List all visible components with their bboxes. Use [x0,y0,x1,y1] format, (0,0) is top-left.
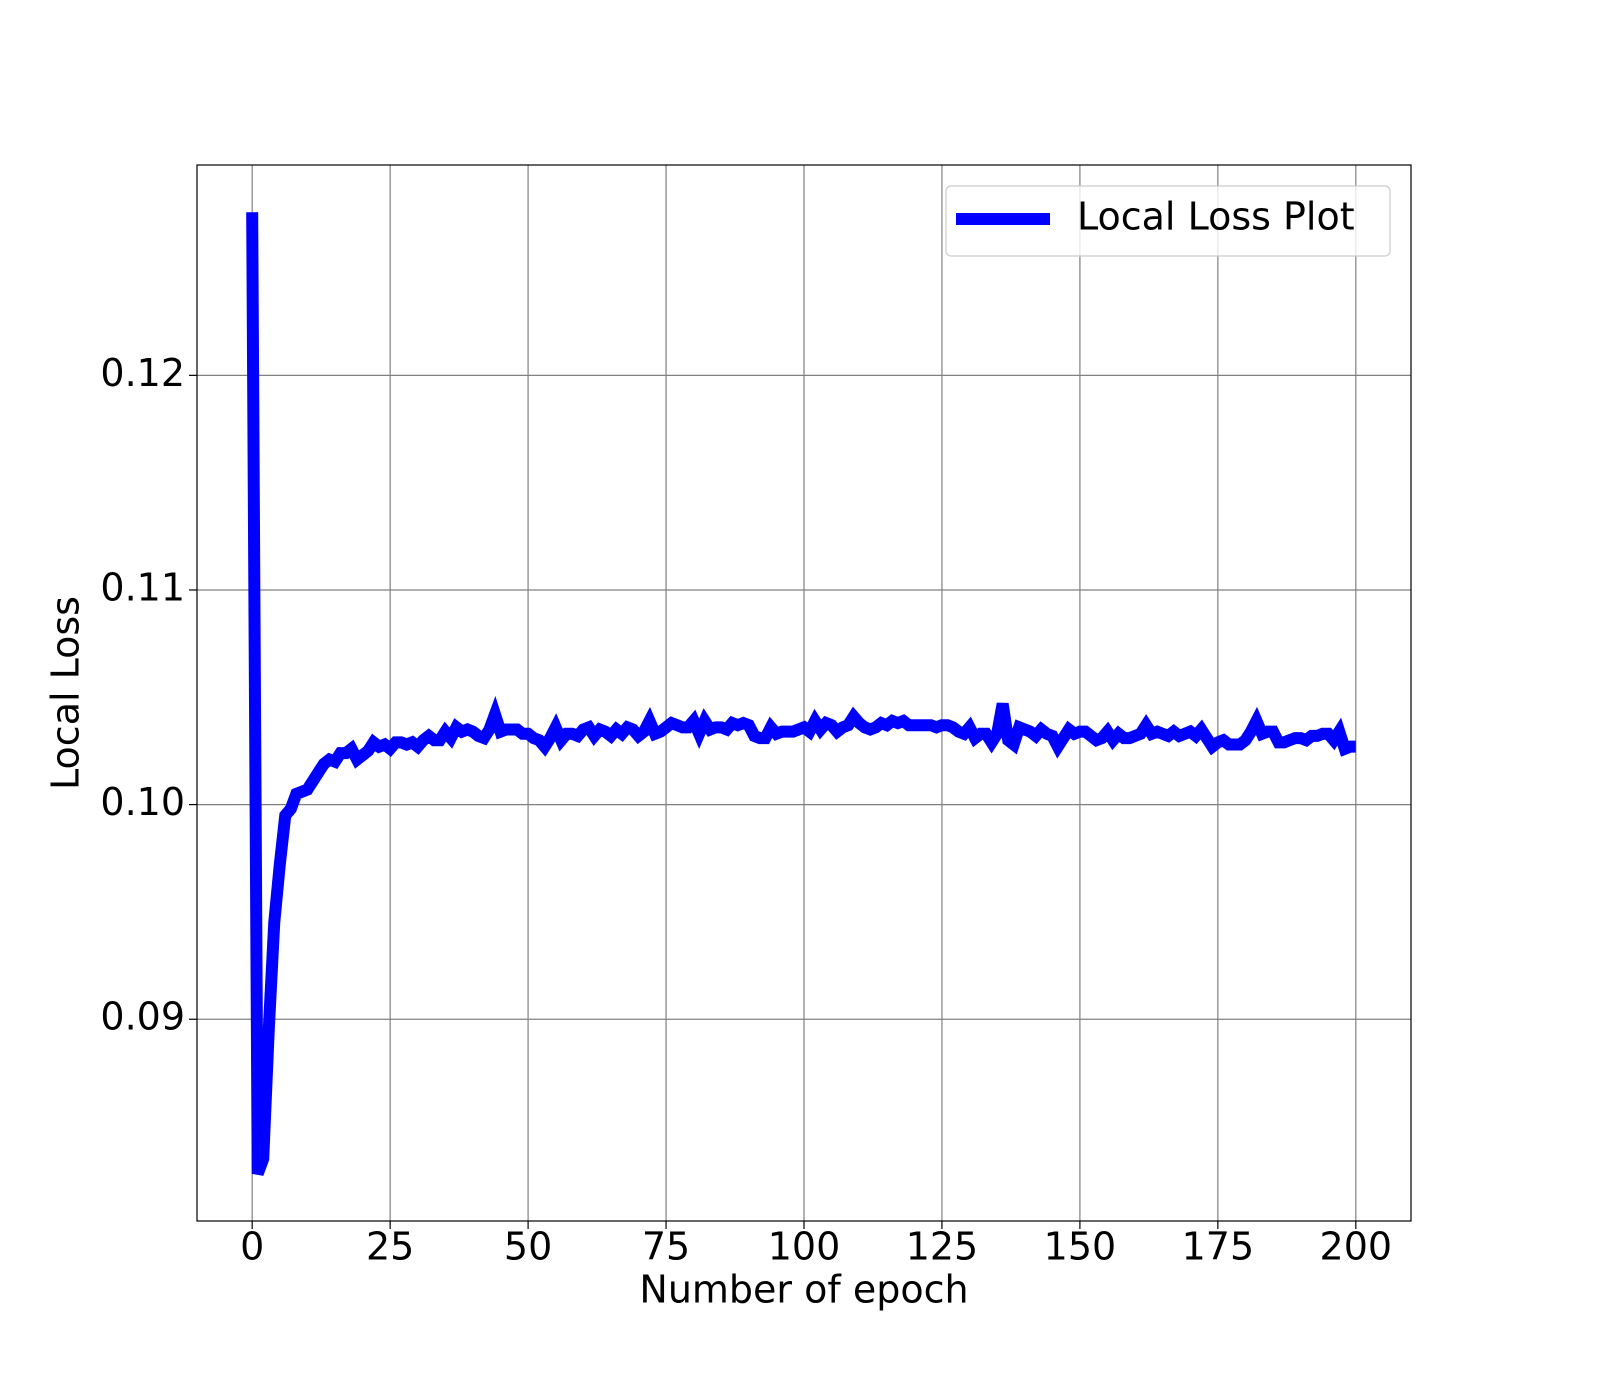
y-tick-label: 0.10 [100,780,185,824]
x-tick-label: 75 [642,1225,690,1269]
plot-frame [196,164,1412,1222]
legend: Local Loss Plot [945,185,1391,257]
x-axis-label: Number of epoch [639,1268,968,1312]
y-tick-label: 0.09 [100,995,185,1039]
x-tick-label: 150 [1044,1225,1117,1269]
x-tick-label: 175 [1182,1225,1255,1269]
legend-label: Local Loss Plot [1077,195,1355,239]
data-line [246,212,1356,1176]
x-tick-label: 125 [906,1225,979,1269]
x-tick-label: 200 [1320,1225,1393,1269]
y-tick-label: 0.11 [100,565,185,609]
x-tick-label: 100 [768,1225,841,1269]
y-tick-label: 0.12 [100,351,185,395]
x-tick-label: 0 [240,1225,264,1269]
legend-box [945,185,1391,257]
x-tick-label: 50 [504,1225,552,1269]
x-tick-label: 25 [366,1225,414,1269]
y-axis-label: Local Loss [44,596,88,790]
